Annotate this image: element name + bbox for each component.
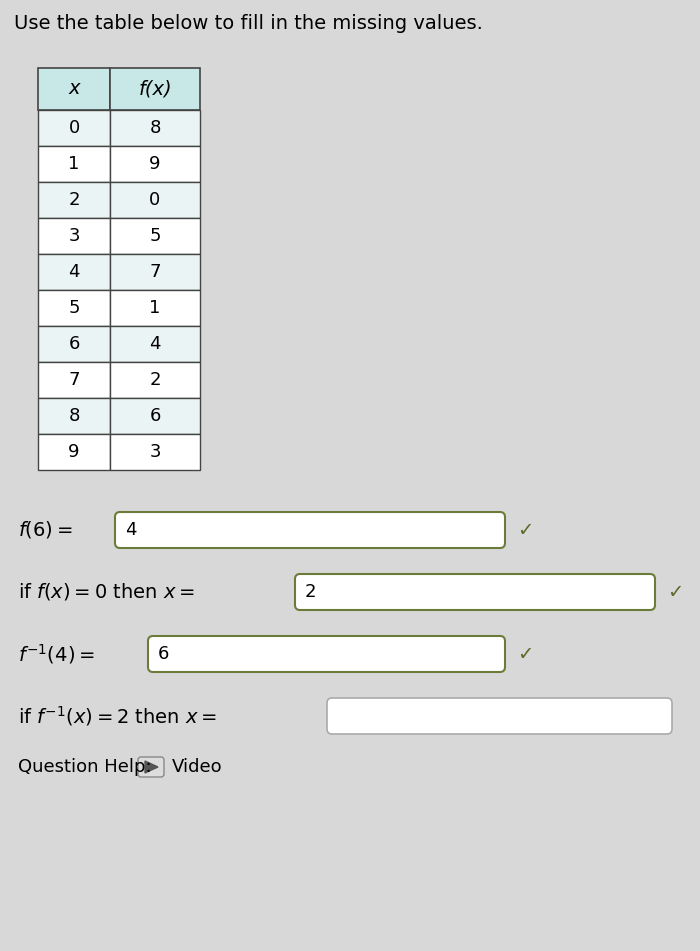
- Bar: [110, 182, 200, 218]
- FancyBboxPatch shape: [327, 698, 672, 734]
- Bar: [38, 434, 110, 470]
- Bar: [110, 254, 200, 290]
- Text: 6: 6: [149, 407, 161, 425]
- Text: 7: 7: [149, 263, 161, 281]
- Text: 2: 2: [149, 371, 161, 389]
- Bar: [110, 362, 200, 398]
- Text: 7: 7: [69, 371, 80, 389]
- Text: 0: 0: [69, 119, 80, 137]
- Text: 5: 5: [149, 227, 161, 245]
- Bar: [38, 398, 110, 434]
- Text: Use the table below to fill in the missing values.: Use the table below to fill in the missi…: [14, 14, 483, 33]
- Bar: [38, 146, 110, 182]
- Text: 6: 6: [69, 335, 80, 353]
- Bar: [38, 218, 110, 254]
- Text: f(x): f(x): [138, 80, 172, 99]
- Text: ✓: ✓: [517, 520, 533, 539]
- Text: ✓: ✓: [667, 583, 683, 601]
- Text: 6: 6: [158, 645, 169, 663]
- Bar: [110, 326, 200, 362]
- Text: 4: 4: [69, 263, 80, 281]
- Text: 9: 9: [69, 443, 80, 461]
- Text: Question Help:: Question Help:: [18, 758, 152, 776]
- Bar: [110, 434, 200, 470]
- Bar: [38, 362, 110, 398]
- Bar: [38, 110, 110, 146]
- FancyBboxPatch shape: [295, 574, 655, 610]
- Text: 9: 9: [149, 155, 161, 173]
- Text: $f^{-1}(4) =$: $f^{-1}(4) =$: [18, 642, 95, 666]
- Text: $f(6) =$: $f(6) =$: [18, 519, 73, 540]
- Text: if $f(x) = 0$ then $x =$: if $f(x) = 0$ then $x =$: [18, 581, 195, 603]
- FancyBboxPatch shape: [138, 757, 164, 777]
- Text: 5: 5: [69, 299, 80, 317]
- Text: 3: 3: [69, 227, 80, 245]
- Text: 2: 2: [69, 191, 80, 209]
- Text: 8: 8: [149, 119, 161, 137]
- Text: ✓: ✓: [517, 645, 533, 664]
- Bar: [110, 146, 200, 182]
- FancyBboxPatch shape: [115, 512, 505, 548]
- Bar: [38, 290, 110, 326]
- Text: if $f^{-1}(x) = 2$ then $x =$: if $f^{-1}(x) = 2$ then $x =$: [18, 704, 217, 728]
- Text: 2: 2: [305, 583, 316, 601]
- Bar: [110, 218, 200, 254]
- Text: 4: 4: [125, 521, 136, 539]
- Bar: [110, 68, 200, 110]
- Bar: [38, 68, 110, 110]
- Text: 3: 3: [149, 443, 161, 461]
- Text: 1: 1: [69, 155, 80, 173]
- Text: 8: 8: [69, 407, 80, 425]
- Text: 1: 1: [149, 299, 161, 317]
- Bar: [38, 182, 110, 218]
- FancyBboxPatch shape: [148, 636, 505, 672]
- Bar: [110, 110, 200, 146]
- Bar: [110, 398, 200, 434]
- Text: 0: 0: [149, 191, 160, 209]
- Bar: [110, 290, 200, 326]
- Bar: [38, 326, 110, 362]
- Text: 4: 4: [149, 335, 161, 353]
- Text: x: x: [69, 80, 80, 99]
- Text: Video: Video: [172, 758, 223, 776]
- Bar: [38, 254, 110, 290]
- Polygon shape: [145, 761, 158, 773]
